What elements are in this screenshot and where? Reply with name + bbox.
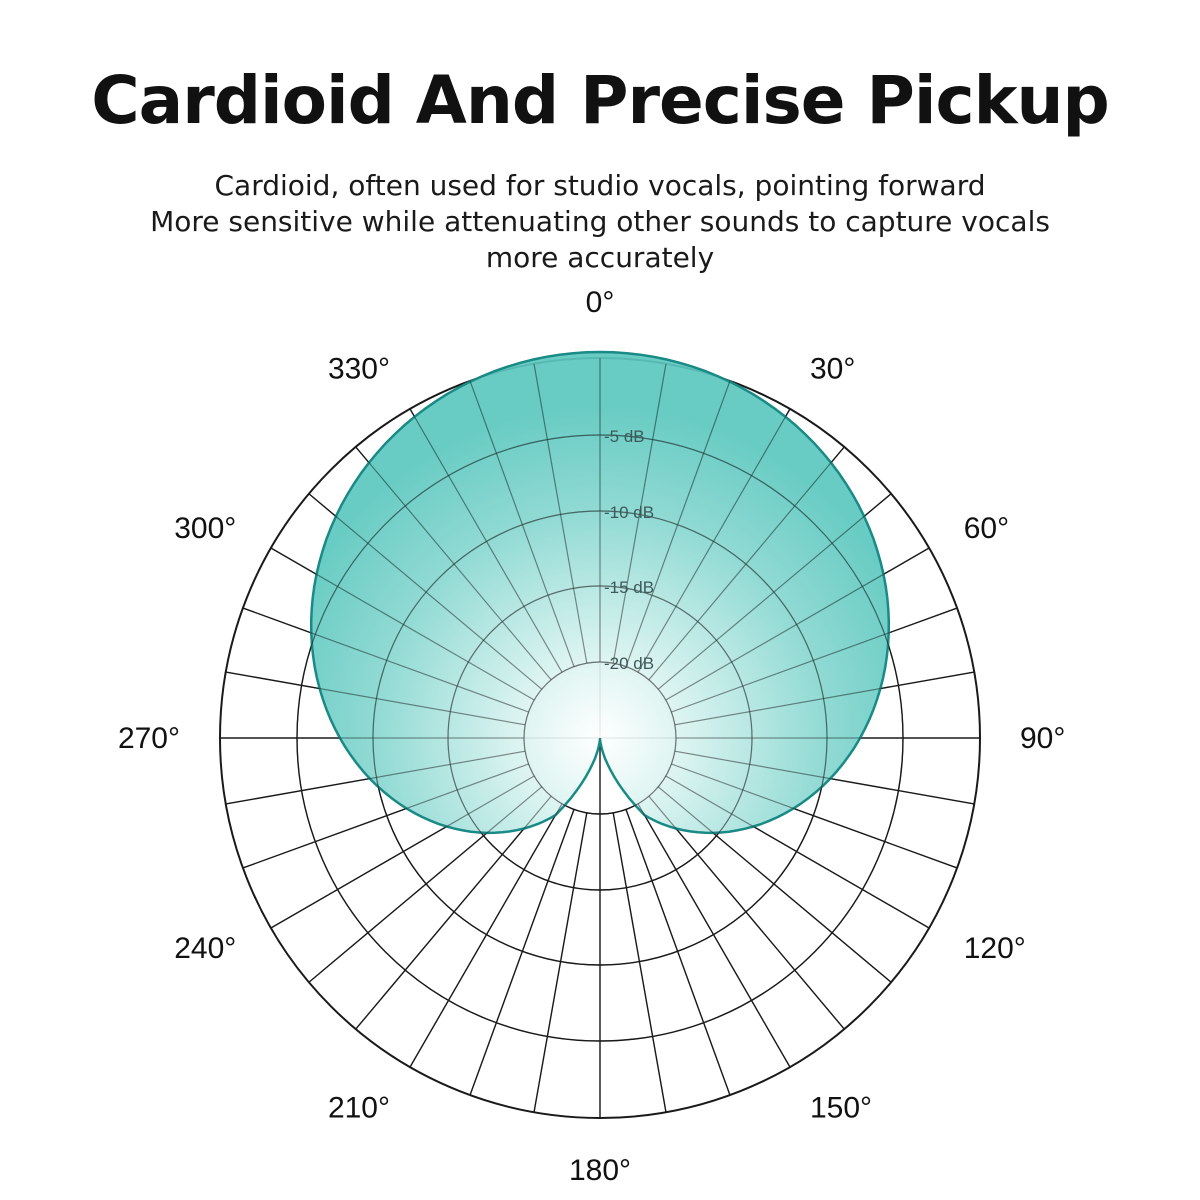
- ring-label: -5 dB: [604, 427, 645, 446]
- inner-grid-ring: [372, 510, 828, 966]
- angle-label: 0°: [586, 286, 615, 319]
- inner-grid-spoke: [674, 671, 975, 726]
- inner-grid-ring: [523, 661, 677, 815]
- inner-grid-spoke: [665, 547, 930, 701]
- ring-label: -20 dB: [604, 654, 654, 673]
- inner-grid-spoke: [648, 795, 845, 1030]
- inner-grid-spoke: [270, 775, 535, 929]
- inner-grid-spoke: [637, 408, 791, 673]
- inner-grid-spoke: [657, 786, 892, 983]
- inner-grid-spoke: [657, 493, 892, 690]
- grid-spoke: [533, 812, 588, 1113]
- ring-labels: -5 dB -10 dB -15 dB -20 dB: [604, 427, 654, 673]
- inner-grid-spoke: [612, 812, 667, 1113]
- inner-grid-ring: [447, 585, 753, 891]
- inner-grid-spoke: [270, 547, 535, 701]
- inner-grid-spoke: [355, 795, 552, 1030]
- inner-grid-spoke: [409, 803, 563, 1068]
- angle-label: 270°: [118, 722, 180, 755]
- angle-label: 240°: [174, 932, 236, 965]
- inner-grid-spoke: [469, 380, 575, 667]
- ring-label: -10 dB: [604, 503, 654, 522]
- subtitle-line-3: more accurately: [485, 241, 715, 274]
- subtitle: Cardioid, often used for studio vocals, …: [0, 168, 1200, 276]
- ring-label: -15 dB: [604, 578, 654, 597]
- inner-grid-spoke: [409, 408, 563, 673]
- angle-label: 180°: [569, 1154, 631, 1187]
- inner-grid-spoke: [671, 763, 958, 869]
- angle-label: 60°: [964, 512, 1009, 545]
- angle-label: 30°: [810, 352, 855, 385]
- page-title: Cardioid And Precise Pickup: [91, 62, 1110, 139]
- grid-spoke: [355, 795, 552, 1030]
- inner-grid-spoke: [671, 607, 958, 713]
- grid-spoke: [648, 795, 845, 1030]
- inner-grid-spoke: [665, 775, 930, 929]
- subtitle-line-1: Cardioid, often used for studio vocals, …: [214, 169, 986, 202]
- grid-spoke: [469, 809, 575, 1096]
- angle-label: 150°: [810, 1092, 872, 1125]
- grid-spoke: [612, 812, 667, 1113]
- inner-grid-spoke: [355, 446, 552, 681]
- inner-grid-spoke: [674, 750, 975, 805]
- angle-label: 330°: [328, 352, 390, 385]
- inner-grid-spoke: [308, 493, 543, 690]
- angle-labels: 0° 30° 60° 90° 120° 150° 180° 210° 240° 270° 300° 3…: [118, 286, 1065, 1187]
- inner-grid-spoke: [648, 446, 845, 681]
- inner-grid-ring: [296, 434, 904, 1042]
- inner-grid-spoke: [625, 809, 731, 1096]
- inner-grid-spoke: [533, 812, 588, 1113]
- inner-grid-spoke: [637, 803, 791, 1068]
- inner-grid-spoke: [469, 809, 575, 1096]
- inner-grid-overlay: [220, 358, 980, 1118]
- grid-spoke: [409, 803, 563, 1068]
- angle-label: 300°: [174, 512, 236, 545]
- grid-spoke: [637, 803, 791, 1068]
- inner-grid-spoke: [242, 763, 529, 869]
- inner-grid-spoke: [533, 363, 588, 664]
- inner-grid-spoke: [612, 363, 667, 664]
- angle-label: 90°: [1020, 722, 1065, 755]
- grid-spoke: [625, 809, 731, 1096]
- inner-grid-spoke: [625, 380, 731, 667]
- inner-grid-spoke: [225, 750, 526, 805]
- subtitle-line-2: More sensitive while attenuating other s…: [150, 205, 1050, 238]
- angle-label: 210°: [328, 1092, 390, 1125]
- inner-grid-spoke: [225, 671, 526, 726]
- inner-grid-spoke: [308, 786, 543, 983]
- angle-label: 120°: [964, 932, 1026, 965]
- inner-grid-spoke: [242, 607, 529, 713]
